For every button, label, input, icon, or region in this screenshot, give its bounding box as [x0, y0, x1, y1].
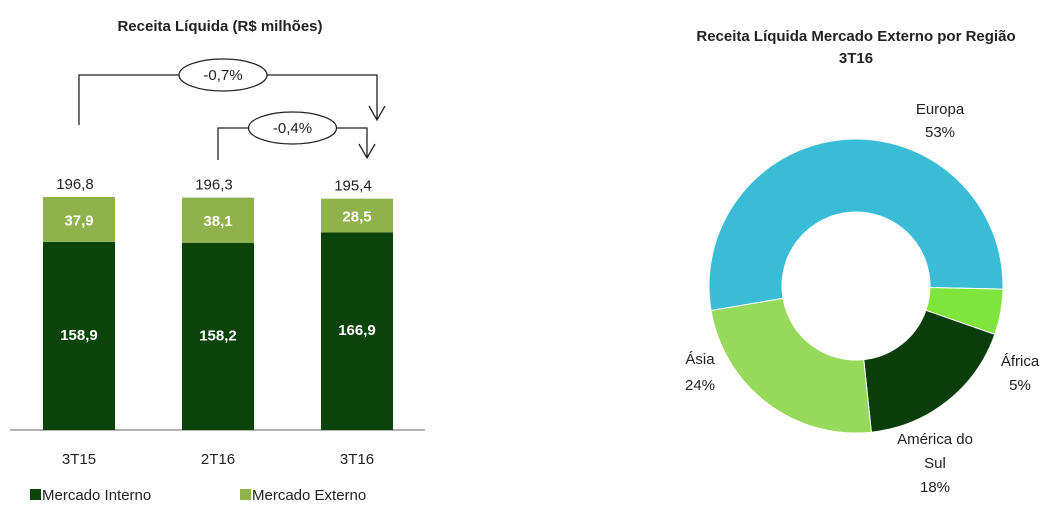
slice-value-label: 24% [684, 377, 716, 394]
legend-label: Mercado Externo [252, 487, 366, 504]
legend-swatch [240, 489, 251, 500]
donut-title: Receita Líquida Mercado Externo por Regi… [696, 28, 1015, 45]
donut-slice [708, 138, 1004, 312]
x-tick-label: 2T16 [201, 451, 235, 468]
slice-label: Ásia [685, 351, 715, 368]
comparison-bubble [178, 58, 268, 92]
bar-segment [182, 242, 254, 430]
slice-label: América do Sul [897, 431, 973, 472]
slice-value-label: 18% [919, 479, 951, 496]
segment-label: 38,1 [203, 213, 232, 230]
donut-slice [863, 309, 996, 433]
segment-label: 37,9 [64, 212, 93, 229]
segment-label: 158,2 [199, 327, 237, 344]
slice-value-label: 5% [1009, 377, 1031, 394]
bar-segment [182, 197, 254, 243]
legend-label: Mercado Interno [42, 487, 151, 504]
segment-label: 166,9 [338, 322, 376, 339]
segment-label: 158,9 [60, 327, 98, 344]
bar-segment [321, 198, 393, 233]
slice-label: África [1000, 353, 1040, 370]
comparison-label: -0,7% [203, 67, 242, 84]
bar-title: Receita Líquida (R$ milhões) [117, 18, 322, 35]
legend-swatch [30, 489, 41, 500]
total-label: 196,8 [56, 176, 94, 193]
bar-segment [321, 232, 393, 430]
comparison-bubble [247, 111, 338, 145]
x-tick-label: 3T16 [340, 451, 374, 468]
segment-label: 28,5 [342, 208, 371, 225]
bar-segment [43, 197, 115, 242]
x-tick-label: 3T15 [62, 451, 96, 468]
bar-segment [43, 241, 115, 430]
total-label: 196,3 [195, 177, 233, 194]
total-label: 195,4 [334, 178, 372, 195]
comparison-label: -0,4% [273, 120, 312, 137]
slice-value-label: 53% [924, 124, 956, 141]
donut-slice [710, 297, 872, 434]
slice-label: Europa [915, 101, 965, 118]
donut-subtitle: 3T16 [839, 50, 873, 67]
